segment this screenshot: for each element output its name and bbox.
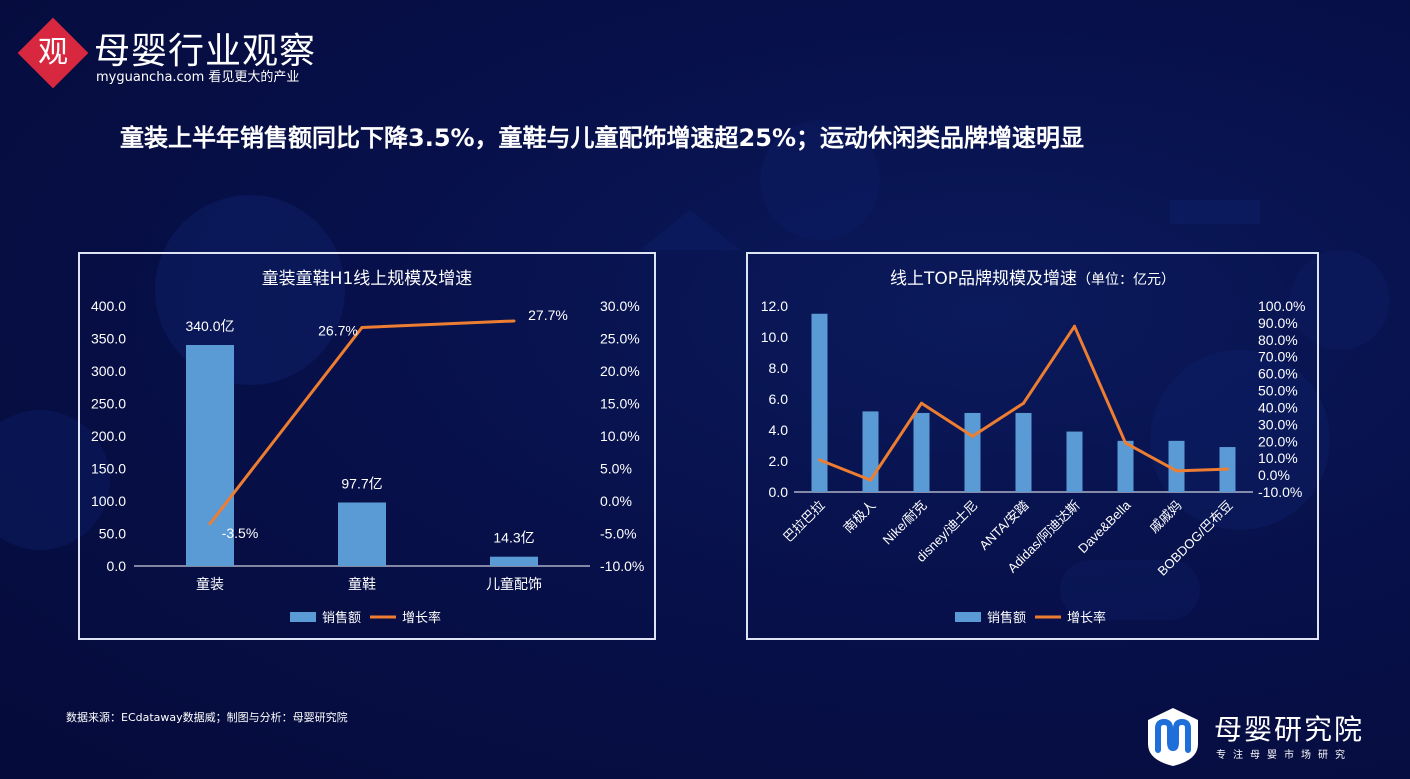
x-category-label: 巴拉巴拉 xyxy=(780,498,827,545)
chart-panel-category: 童装童鞋H1线上规模及增速 0.0 50.0 100.0 150.0 200.0 250.… xyxy=(78,252,656,640)
logo-subtitle: myguancha.com 看见更大的产业 xyxy=(96,70,300,85)
legend-label: 增长率 xyxy=(402,610,441,625)
line-point xyxy=(1175,469,1178,473)
y-right-tick-label: -5.0% xyxy=(600,526,637,542)
y-left-tick-label: 50.0 xyxy=(99,526,126,542)
y-left-tick-label: 10.0 xyxy=(761,329,788,345)
y-left-tick-label: 100.0 xyxy=(91,493,126,509)
y-right-tick-label: 0.0% xyxy=(600,493,632,509)
y-left-tick-label: 0.0 xyxy=(769,484,789,500)
y-right-tick-label: 25.0% xyxy=(600,331,640,347)
category-chart: 0.0 50.0 100.0 150.0 200.0 250.0 300.0 350.0 400… xyxy=(91,298,644,625)
logo-char: 观 xyxy=(38,35,68,70)
x-category-label: 戚戚妈 xyxy=(1146,498,1184,536)
y-right-tick-label: 100.0% xyxy=(1258,298,1305,314)
line-point xyxy=(818,458,821,462)
y-left-tick-label: 4.0 xyxy=(769,422,789,438)
brand-chart: 0.0 2.0 4.0 6.0 8.0 10.0 12.0 -10.0%0.0%10.0%20… xyxy=(761,298,1306,625)
y-right-tick-label: 60.0% xyxy=(1258,366,1298,382)
brand-name: 母婴研究院 xyxy=(1214,713,1365,746)
line-point xyxy=(1022,401,1025,405)
legend-label: 销售额 xyxy=(987,610,1026,625)
line-point xyxy=(971,434,974,438)
line-point xyxy=(360,325,364,329)
y-right-tick-label: 5.0% xyxy=(600,461,632,477)
bar xyxy=(186,345,234,566)
y-left-tick-label: 400.0 xyxy=(91,298,126,314)
line-point xyxy=(869,478,872,482)
bar xyxy=(490,556,538,566)
chart-panel-brands: 线上TOP品牌规模及增速（单位：亿元） 0.0 2.0 4.0 6.0 8.0 10.0 1… xyxy=(746,252,1319,640)
x-category-label: 童鞋 xyxy=(348,576,376,592)
bar xyxy=(1168,440,1185,492)
y-right-tick-label: 15.0% xyxy=(600,396,640,412)
y-right-tick-label: 10.0% xyxy=(600,428,640,444)
brand-tagline: 专注母婴市场研究 xyxy=(1216,750,1352,761)
logo: 观 母婴行业观察 myguancha.com 看见更大的产业 xyxy=(17,17,342,92)
y-left-tick-label: 150.0 xyxy=(91,461,126,477)
growth-line xyxy=(208,319,515,525)
y-right-tick-label: 50.0% xyxy=(1258,383,1298,399)
bar xyxy=(964,412,981,492)
y-right-tick-label: 30.0% xyxy=(600,298,640,314)
x-category-label: 童装 xyxy=(196,576,224,592)
data-source-note: 数据来源：ECdataway数据威；制图与分析：母婴研究院 xyxy=(66,711,348,724)
bar xyxy=(338,502,386,566)
bar-data-label: 97.7亿 xyxy=(341,475,382,491)
y-right-tick-label: 70.0% xyxy=(1258,349,1298,365)
logo-title: 母婴行业观察 xyxy=(94,31,317,72)
line-point xyxy=(1073,324,1076,328)
line-data-label: 27.7% xyxy=(528,307,568,323)
line-data-label: -3.5% xyxy=(222,525,259,541)
y-left-tick-label: 2.0 xyxy=(769,453,789,469)
y-left-tick-label: 12.0 xyxy=(761,298,788,314)
y-right-tick-label: 0.0% xyxy=(1258,467,1290,483)
line-data-label: 26.7% xyxy=(318,322,358,338)
x-category-label: Dave&Bella xyxy=(1075,497,1134,556)
line-point xyxy=(1226,467,1229,471)
y-left-tick-label: 0.0 xyxy=(107,558,127,574)
y-right-tick-label: 40.0% xyxy=(1258,399,1298,415)
y-right-tick-label: 90.0% xyxy=(1258,315,1298,331)
y-right-tick-label: 20.0% xyxy=(1258,433,1298,449)
y-left-tick-label: 8.0 xyxy=(769,360,789,376)
y-right-tick-label: -10.0% xyxy=(1258,484,1302,500)
line-point xyxy=(920,401,923,405)
x-category-label: Nike/耐克 xyxy=(880,498,930,548)
brand-shield-icon xyxy=(1148,708,1198,766)
y-left-tick-label: 350.0 xyxy=(91,331,126,347)
y-left-tick-label: 6.0 xyxy=(769,391,789,407)
line-point xyxy=(1124,441,1127,445)
chart-title: 童装童鞋H1线上规模及增速 xyxy=(261,269,473,289)
bar xyxy=(1066,431,1083,492)
x-category-label: 儿童配饰 xyxy=(486,576,542,592)
bar xyxy=(1117,440,1134,492)
chart-title: 线上TOP品牌规模及增速（单位：亿元） xyxy=(889,269,1176,289)
bar xyxy=(811,313,828,492)
legend-bar-swatch xyxy=(290,612,316,622)
x-category-label: ANTA/安踏 xyxy=(976,498,1031,553)
bar xyxy=(913,412,930,492)
x-category-label: 南极人 xyxy=(840,498,878,536)
line-point xyxy=(208,522,212,526)
bar-data-label: 340.0亿 xyxy=(185,318,234,334)
page-headline: 童装上半年销售额同比下降3.5%，童鞋与儿童配饰增速超25%；运动休闲类品牌增速… xyxy=(120,124,1085,152)
bar-data-label: 14.3亿 xyxy=(493,530,534,546)
y-right-tick-label: -10.0% xyxy=(600,558,644,574)
y-right-tick-label: 10.0% xyxy=(1258,450,1298,466)
y-left-tick-label: 250.0 xyxy=(91,396,126,412)
bar xyxy=(1015,412,1032,492)
y-left-tick-label: 300.0 xyxy=(91,363,126,379)
line-point xyxy=(512,319,516,323)
brand-footer: 母婴研究院 专注母婴市场研究 xyxy=(1142,704,1392,766)
y-right-tick-label: 80.0% xyxy=(1258,332,1298,348)
legend-label: 销售额 xyxy=(322,610,361,625)
y-left-tick-label: 200.0 xyxy=(91,428,126,444)
y-right-tick-label: 20.0% xyxy=(600,363,640,379)
legend-bar-swatch xyxy=(955,612,981,622)
y-right-tick-label: 30.0% xyxy=(1258,416,1298,432)
legend-label: 增长率 xyxy=(1067,610,1106,625)
